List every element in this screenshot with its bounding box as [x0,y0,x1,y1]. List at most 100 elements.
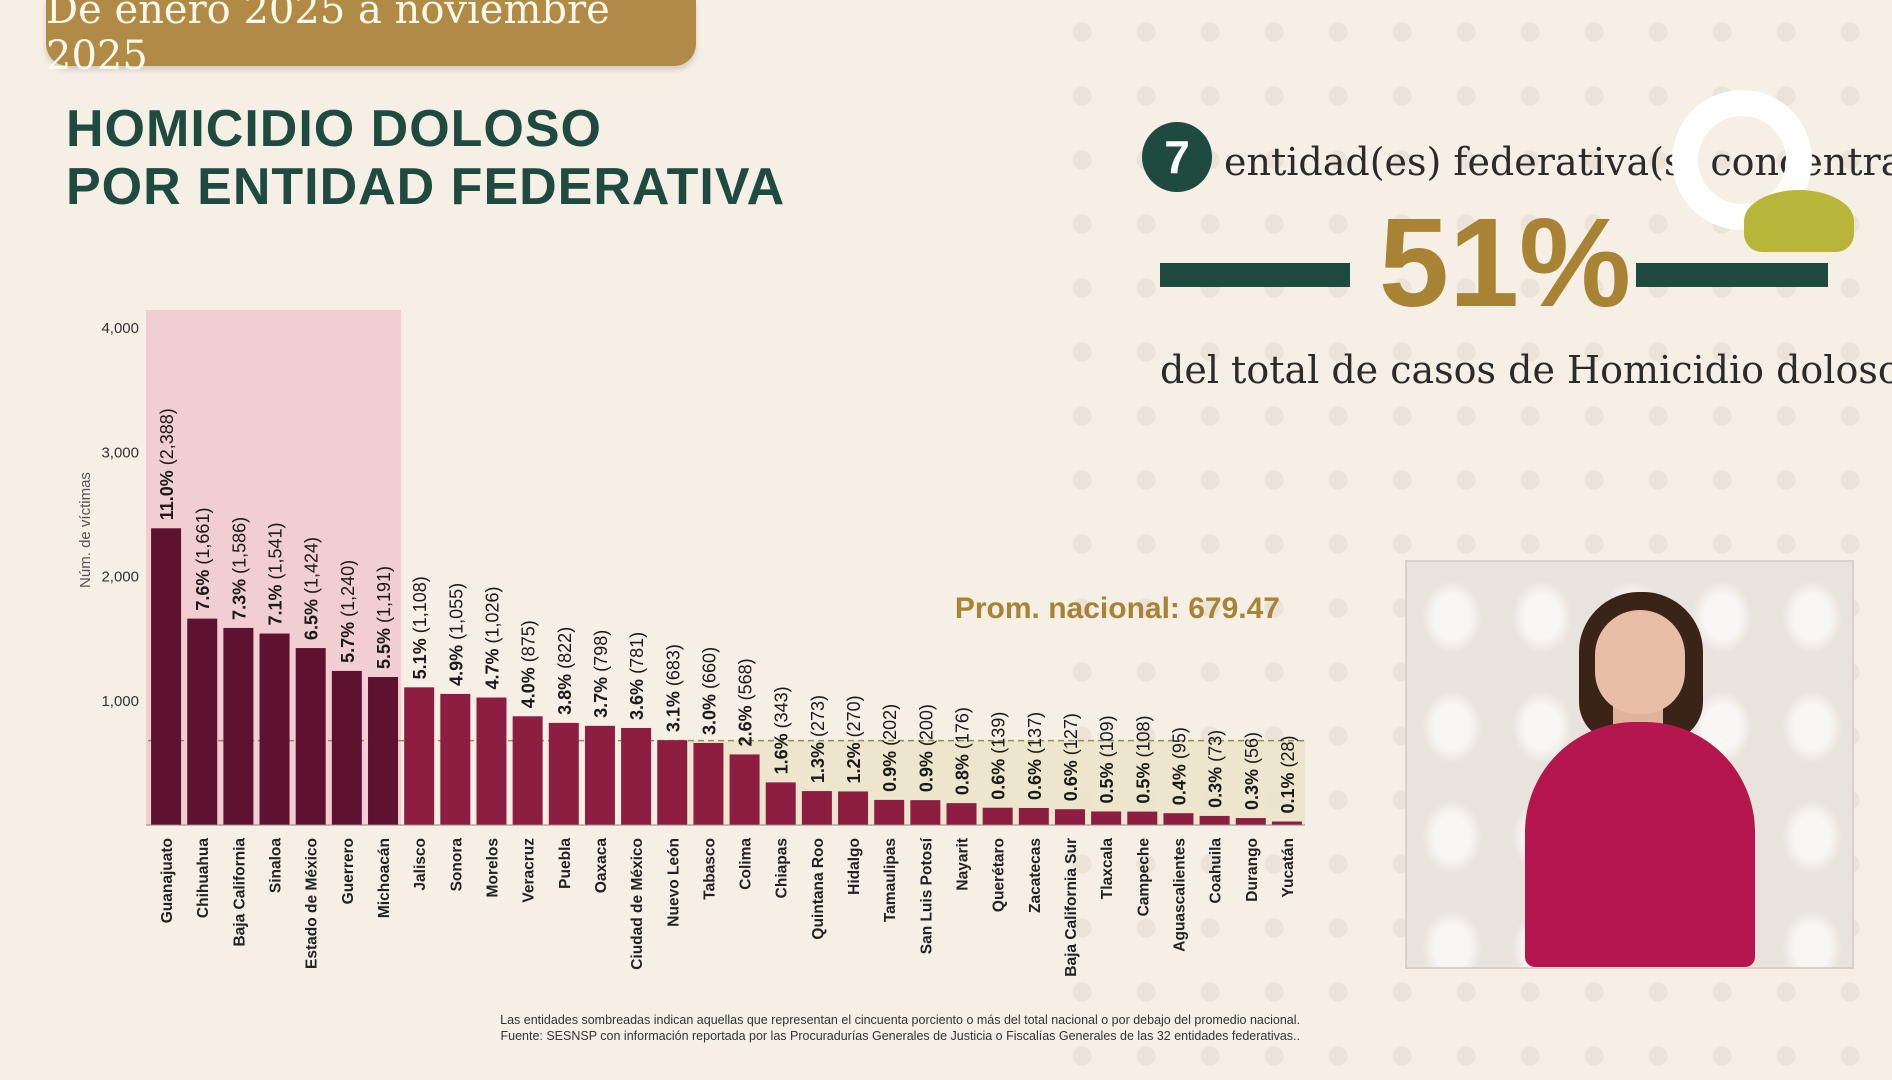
bar [1235,818,1266,825]
bar-value-label: 0.6% (137) [1025,712,1045,800]
bar-value-label: 4.0% (875) [519,620,539,708]
y-tick-label: 4,000 [101,320,139,337]
bar [259,633,290,825]
y-axis-label: Núm. de víctimas [77,472,94,588]
bar-percent-label: 4.7% [482,643,502,689]
bar-value-label: 7.3% (1,586) [229,517,249,620]
bar-percent-label: 4.0% [519,662,539,708]
bar [657,740,688,825]
bar-value-label: 0.5% (108) [1133,716,1153,804]
bar-value-label: 3.1% (683) [663,644,683,732]
x-tick-label: Chihuahua [195,838,212,918]
bar [910,800,941,825]
x-tick-label: Oaxaca [593,838,610,894]
bar-count-label: (1,541) [266,522,286,579]
sign-language-interpreter-video [1405,560,1854,969]
x-tick-label: Baja California Sur [1063,838,1080,977]
page-title: HOMICIDIO DOLOSO POR ENTIDAD FEDERATIVA [66,100,826,216]
bar-count-label: (1,240) [338,560,358,617]
bar-percent-label: 11.0% [157,465,177,520]
bar-percent-label: 1.2% [844,737,864,783]
bar [368,677,399,825]
bar-percent-label: 0.6% [1061,755,1081,801]
bar-percent-label: 2.6% [736,700,756,746]
bar-value-label: 3.8% (822) [555,627,575,715]
footnote-line-1: Las entidades sombreadas indican aquella… [500,1013,1300,1027]
bar-count-label: (137) [1025,712,1045,754]
kpi-divider-right [1636,263,1828,287]
bar-percent-label: 5.5% [374,623,394,669]
y-tick-label: 2,000 [101,569,139,586]
bar-count-label: (781) [627,632,647,674]
bar-percent-label: 3.0% [699,689,719,735]
bar-percent-label: 0.6% [989,754,1009,800]
bar [404,687,435,825]
x-tick-label: Nuevo León [665,838,682,927]
bar-count-label: (660) [699,647,719,689]
bar [1127,811,1158,825]
bar [295,648,326,825]
x-tick-label: Hidalgo [846,838,863,895]
bar-value-label: 3.0% (660) [699,647,719,735]
interpreter-face [1595,610,1685,714]
bar-count-label: (568) [736,658,756,700]
bar-count-label: (683) [663,644,683,686]
x-tick-label: Sinaloa [268,838,285,894]
bar [512,716,543,825]
x-tick-label: San Luis Potosí [918,837,935,954]
bar-count-label: (822) [555,627,575,669]
bar [765,782,796,825]
bar-count-label: (176) [953,707,973,749]
bar-value-label: 4.9% (1,055) [446,583,466,686]
bar-value-label: 5.5% (1,191) [374,566,394,669]
bar [693,742,724,825]
bar-percent-label: 7.1% [266,579,286,625]
x-tick-label: Tlaxcala [1099,838,1116,900]
bar-percent-label: 0.6% [1025,754,1045,800]
bar-value-label: 5.7% (1,240) [338,560,358,663]
x-tick-label: Durango [1244,838,1261,902]
bar [801,791,832,825]
bar [331,670,362,825]
bar-value-label: 6.5% (1,424) [302,537,322,640]
bar-percent-label: 3.6% [627,674,647,720]
title-line-2: POR ENTIDAD FEDERATIVA [66,158,786,216]
bar-value-label: 0.6% (127) [1061,713,1081,801]
bar [1018,807,1049,825]
bar-value-label: 4.7% (1,026) [482,586,502,689]
bar [946,803,977,825]
bar-count-label: (56) [1242,732,1262,764]
x-tick-label: Puebla [557,838,574,889]
x-tick-label: Tabasco [701,838,718,900]
bar [1163,813,1194,825]
bar-count-label: (1,586) [229,517,249,574]
bar-count-label: (109) [1097,715,1117,757]
bar [621,727,652,825]
x-tick-label: Guerrero [340,838,357,904]
bar-count-label: (343) [772,686,792,728]
x-tick-label: Jalisco [412,838,429,891]
bar-value-label: 1.2% (270) [844,695,864,783]
x-tick-label: Ciudad de México [629,838,646,970]
x-tick-label: Estado de México [304,838,321,969]
bar [223,627,254,825]
bar-count-label: (1,026) [482,586,502,643]
kpi-subtext: del total de casos de Homicidio doloso [1160,348,1892,392]
bar-value-label: 3.6% (781) [627,632,647,720]
bar-percent-label: 6.5% [302,594,322,640]
bar-value-label: 0.6% (139) [989,712,1009,800]
x-tick-label: Yucatán [1280,838,1297,897]
y-tick-label: 3,000 [101,444,139,461]
bar-value-label: 11.0% (2,388) [157,408,177,520]
bar [729,754,760,825]
x-tick-label: Michoacán [376,838,393,918]
bar [476,697,507,825]
bar-percent-label: 0.4% [1169,759,1189,805]
bar-value-label: 0.3% (56) [1242,732,1262,810]
bar-count-label: (1,424) [302,537,322,594]
average-label: Prom. nacional: 679.47 [955,592,1280,625]
bar [1199,815,1230,825]
bar-count-label: (1,055) [446,583,466,640]
bar-percent-label: 3.8% [555,669,575,715]
x-tick-label: Tamaulipas [882,838,899,922]
